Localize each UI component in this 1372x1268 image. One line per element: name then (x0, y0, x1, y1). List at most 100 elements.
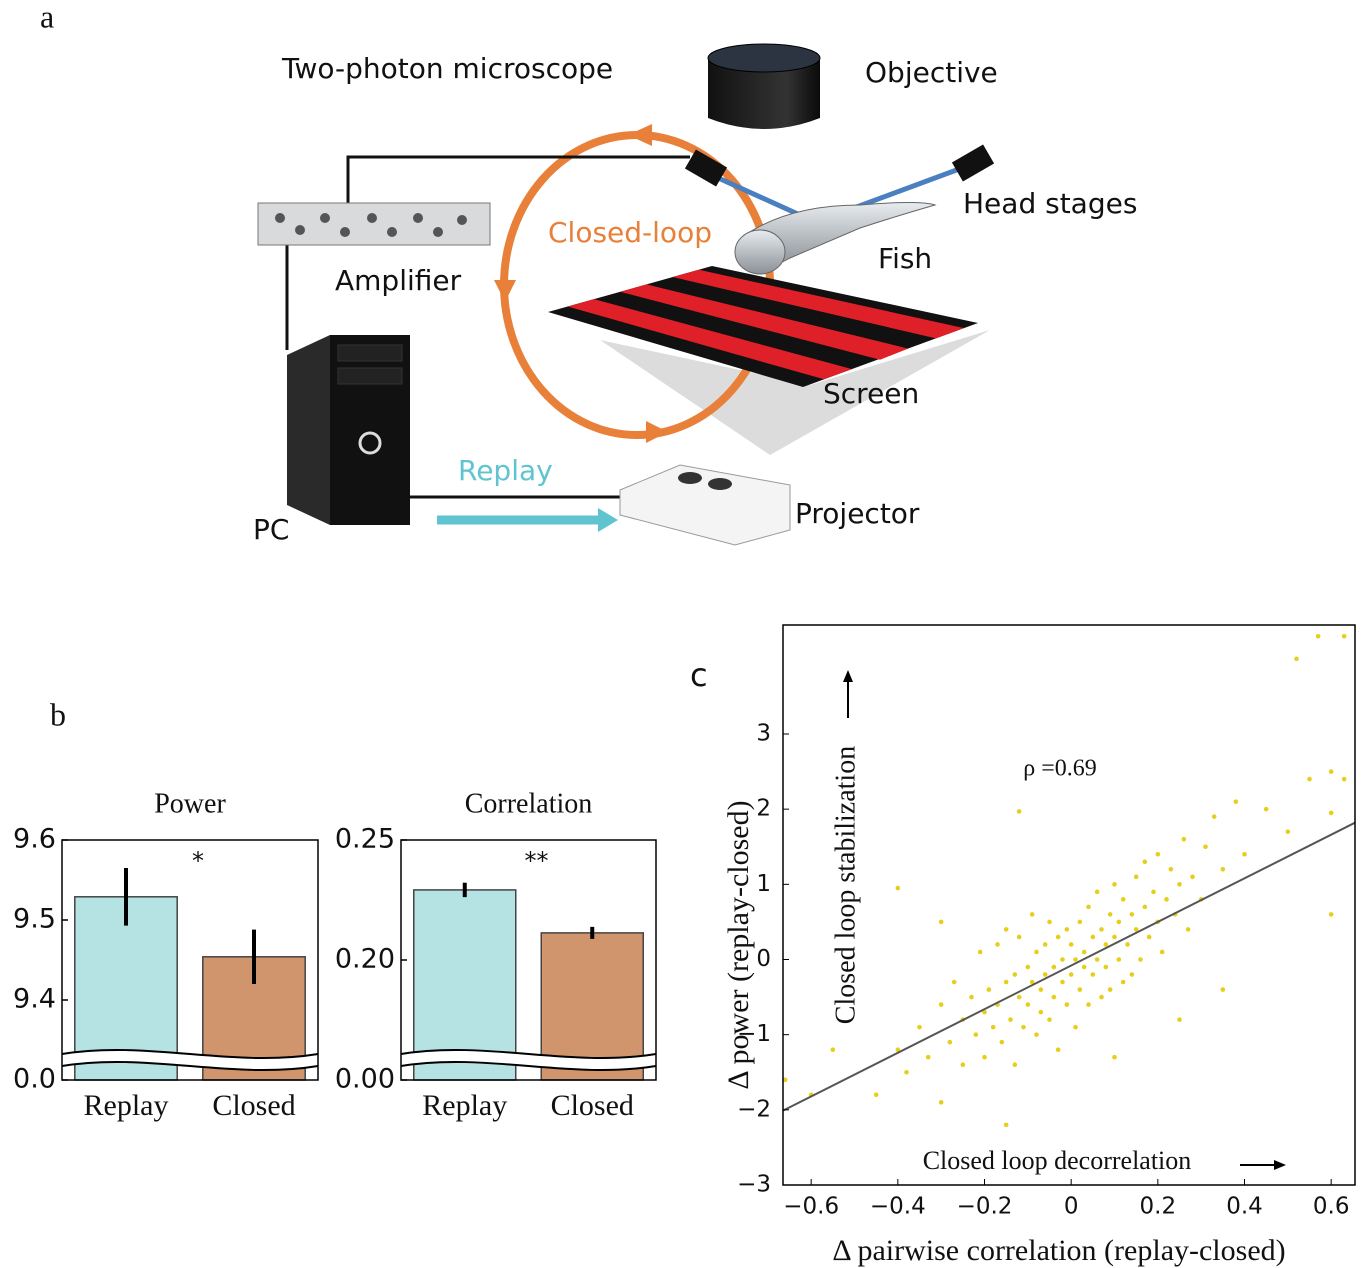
arrow-label: Closed loop stabilization (830, 746, 861, 1024)
point (1160, 950, 1165, 955)
plot-frame (783, 625, 1355, 1185)
point (969, 995, 974, 1000)
point (939, 1002, 944, 1007)
y-tick-label: 9.6 (13, 824, 56, 855)
point (1264, 807, 1269, 812)
point (1052, 995, 1057, 1000)
point (1182, 837, 1187, 842)
diagram-label: Head stages (963, 187, 1137, 220)
arrow-label: Closed loop decorrelation (923, 1146, 1192, 1175)
point (1073, 1025, 1078, 1030)
x-tick-label: 0 (1064, 1194, 1079, 1220)
point (831, 1047, 836, 1052)
point (1108, 987, 1113, 992)
y-tick-label: 0 (756, 946, 771, 972)
point (1342, 634, 1347, 639)
point (974, 1032, 979, 1037)
panel-label: b (50, 696, 66, 732)
point (1138, 957, 1143, 962)
point (926, 1055, 931, 1060)
x-tick-label: Replay (422, 1089, 507, 1122)
point (1316, 634, 1321, 639)
point (1008, 1017, 1013, 1022)
point (1286, 829, 1291, 834)
panel-label: a (40, 0, 54, 34)
point (1329, 769, 1334, 774)
point (1156, 852, 1161, 857)
point (1212, 814, 1217, 819)
point (1078, 920, 1083, 925)
point (1221, 867, 1226, 872)
point (1017, 935, 1022, 940)
point (1000, 1040, 1005, 1045)
point (1091, 935, 1096, 940)
projector-fan (678, 472, 702, 484)
diagram-label: Replay (458, 454, 553, 487)
loop-arrow (646, 421, 668, 443)
point (1013, 1062, 1018, 1067)
y-tick-label: −2 (737, 1096, 771, 1122)
point (1065, 927, 1070, 932)
point (1164, 897, 1169, 902)
point (1065, 1002, 1070, 1007)
point (1121, 980, 1126, 985)
point (1234, 799, 1239, 804)
point (1052, 965, 1057, 970)
page: a b c (0, 0, 1372, 1268)
point (1060, 957, 1065, 962)
y-axis-label: Δ power (replay-closed) (722, 800, 755, 1089)
diagram-label: Screen (823, 377, 919, 410)
panel-label: c (690, 656, 708, 694)
head-stage (952, 144, 994, 181)
point (1104, 942, 1109, 947)
point (1104, 965, 1109, 970)
point (1056, 935, 1061, 940)
diagram-label: Closed-loop (548, 216, 712, 249)
point (1021, 1025, 1026, 1030)
point (1017, 809, 1022, 814)
point (1069, 972, 1074, 977)
diagram-label: Objective (865, 56, 998, 89)
point (1130, 972, 1135, 977)
wire (348, 157, 690, 205)
point (1203, 844, 1208, 849)
point (1056, 1047, 1061, 1052)
point (1342, 777, 1347, 782)
replay-arrowhead (598, 508, 618, 532)
point (1329, 912, 1334, 917)
point (1125, 942, 1130, 947)
diagram-label: Two-photon microscope (281, 52, 613, 85)
point (917, 1025, 922, 1030)
point (995, 942, 1000, 947)
point (1117, 957, 1122, 962)
point (1329, 811, 1334, 816)
setup-diagram: Two-photon microscope Objective Head sta… (253, 44, 1137, 546)
x-tick-label: Replay (84, 1089, 169, 1122)
point (1082, 965, 1087, 970)
loop-arrow (494, 280, 516, 302)
annotation: * (192, 847, 204, 875)
point (978, 950, 983, 955)
figure: a b c (0, 0, 1372, 1268)
point (904, 1070, 909, 1075)
x-tick-label: −0.6 (783, 1194, 839, 1220)
point (948, 1040, 953, 1045)
point (1294, 657, 1299, 662)
point (1307, 777, 1312, 782)
chart-title: Power (154, 788, 226, 819)
point (1112, 882, 1117, 887)
point (1086, 1002, 1091, 1007)
point (1026, 1002, 1031, 1007)
point (952, 980, 957, 985)
point (1108, 912, 1113, 917)
point (1004, 927, 1009, 932)
point (1143, 859, 1148, 864)
loop-arrow (628, 124, 652, 146)
point (1039, 987, 1044, 992)
annotation: ** (525, 847, 549, 875)
point (982, 1055, 987, 1060)
point (1034, 1032, 1039, 1037)
diagram-label: PC (253, 513, 289, 546)
y-tick-label: 0.00 (335, 1064, 395, 1095)
point (1121, 897, 1126, 902)
